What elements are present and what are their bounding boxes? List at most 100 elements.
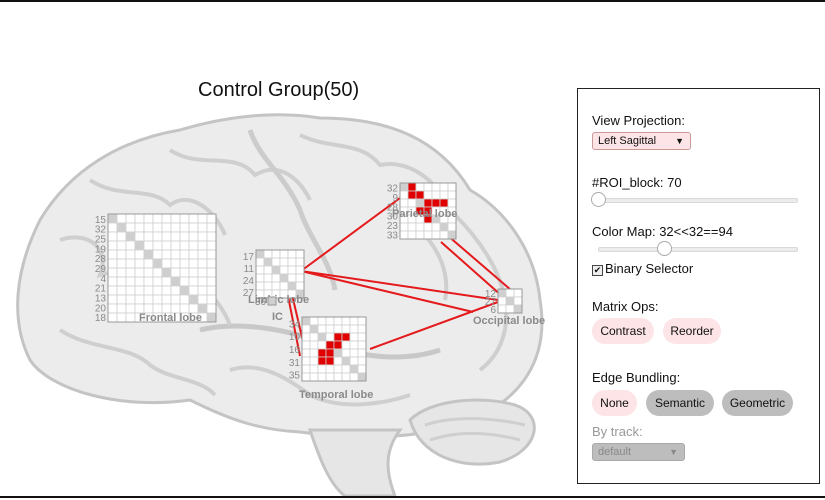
matrix-cell[interactable] — [197, 249, 208, 260]
matrix-cell[interactable] — [125, 222, 136, 233]
matrix-cell[interactable] — [279, 249, 289, 259]
matrix-cell[interactable] — [125, 258, 136, 269]
matrix-cell[interactable] — [431, 182, 441, 192]
matrix-cell[interactable] — [116, 285, 127, 296]
matrix-cell[interactable] — [399, 182, 409, 192]
matrix-cell[interactable] — [143, 267, 154, 278]
matrix-cell[interactable] — [179, 258, 190, 269]
matrix-cell[interactable] — [188, 285, 199, 296]
matrix-cell[interactable] — [513, 304, 523, 314]
matrix-cell[interactable] — [152, 231, 163, 242]
region-matrix[interactable]: 34 10 16 31 35 Temporal lobe — [289, 316, 374, 401]
matrix-cell[interactable] — [513, 296, 523, 306]
connection-edge[interactable] — [300, 270, 474, 313]
matrix-cell[interactable] — [505, 304, 515, 314]
matrix-cell[interactable] — [317, 340, 327, 350]
matrix-cell[interactable] — [407, 230, 417, 240]
matrix-cell[interactable] — [161, 240, 172, 251]
matrix-cell[interactable] — [399, 222, 409, 232]
matrix-cell[interactable] — [143, 231, 154, 242]
matrix-cell[interactable] — [325, 332, 335, 342]
matrix-cell[interactable] — [309, 372, 319, 382]
matrix-cell[interactable] — [116, 294, 127, 305]
matrix-cell[interactable] — [333, 364, 343, 374]
matrix-cell[interactable] — [116, 240, 127, 251]
matrix-cell[interactable] — [349, 372, 359, 382]
matrix-cell[interactable] — [317, 332, 327, 342]
matrix-cell[interactable] — [415, 190, 425, 200]
matrix-cell[interactable] — [134, 285, 145, 296]
matrix-cell[interactable] — [267, 296, 277, 306]
matrix-cell[interactable] — [415, 182, 425, 192]
matrix-cell[interactable] — [188, 222, 199, 233]
matrix-cell[interactable] — [263, 249, 273, 259]
matrix-cell[interactable] — [206, 285, 217, 296]
matrix-cell[interactable] — [287, 249, 297, 259]
matrix-cell[interactable] — [271, 257, 281, 267]
matrix-cell[interactable] — [134, 276, 145, 287]
matrix-cell[interactable] — [447, 190, 457, 200]
matrix-cell[interactable] — [116, 312, 127, 323]
matrix-cell[interactable] — [161, 267, 172, 278]
matrix-cell[interactable] — [255, 249, 265, 259]
matrix-cell[interactable] — [107, 294, 118, 305]
matrix-cell[interactable] — [357, 372, 367, 382]
matrix-cell[interactable] — [325, 316, 335, 326]
matrix-cell[interactable] — [399, 190, 409, 200]
matrix-cell[interactable] — [423, 182, 433, 192]
matrix-cell[interactable] — [107, 240, 118, 251]
matrix-cell[interactable] — [107, 249, 118, 260]
matrix-cell[interactable] — [179, 231, 190, 242]
matrix-cell[interactable] — [125, 285, 136, 296]
matrix-cell[interactable] — [152, 267, 163, 278]
matrix-cell[interactable] — [505, 288, 515, 298]
matrix-cell[interactable] — [255, 257, 265, 267]
matrix-cell[interactable] — [206, 222, 217, 233]
matrix-cell[interactable] — [279, 265, 289, 275]
matrix-cell[interactable] — [317, 372, 327, 382]
contrast-button[interactable]: Contrast — [592, 318, 654, 344]
matrix-cell[interactable] — [143, 276, 154, 287]
matrix-cell[interactable] — [407, 222, 417, 232]
matrix-cell[interactable] — [206, 258, 217, 269]
matrix-cell[interactable] — [333, 372, 343, 382]
bundling-none-button[interactable]: None — [592, 390, 637, 416]
matrix-cell[interactable] — [497, 288, 507, 298]
matrix-cell[interactable] — [143, 294, 154, 305]
matrix-cell[interactable] — [107, 276, 118, 287]
matrix-cell[interactable] — [439, 182, 449, 192]
matrix-cell[interactable] — [287, 281, 297, 291]
matrix-cell[interactable] — [179, 240, 190, 251]
matrix-cell[interactable] — [143, 249, 154, 260]
matrix-cell[interactable] — [341, 332, 351, 342]
matrix-cell[interactable] — [107, 312, 118, 323]
matrix-cell[interactable] — [143, 240, 154, 251]
matrix-cell[interactable] — [415, 198, 425, 208]
matrix-cell[interactable] — [333, 332, 343, 342]
matrix-cell[interactable] — [447, 230, 457, 240]
connection-edge[interactable] — [287, 295, 301, 357]
matrix-cell[interactable] — [116, 258, 127, 269]
connection-edge[interactable] — [446, 234, 512, 291]
matrix-cell[interactable] — [206, 249, 217, 260]
matrix-cell[interactable] — [317, 364, 327, 374]
checkmark-icon[interactable]: ✔ — [592, 265, 603, 276]
matrix-cell[interactable] — [295, 257, 305, 267]
matrix-cell[interactable] — [134, 249, 145, 260]
matrix-cell[interactable] — [170, 285, 181, 296]
matrix-cell[interactable] — [271, 265, 281, 275]
matrix-cell[interactable] — [271, 249, 281, 259]
matrix-cell[interactable] — [161, 249, 172, 260]
matrix-cell[interactable] — [341, 324, 351, 334]
matrix-cell[interactable] — [415, 230, 425, 240]
matrix-cell[interactable] — [206, 276, 217, 287]
matrix-cell[interactable] — [197, 231, 208, 242]
matrix-cell[interactable] — [188, 258, 199, 269]
matrix-cell[interactable] — [431, 198, 441, 208]
matrix-cell[interactable] — [107, 231, 118, 242]
matrix-cell[interactable] — [325, 372, 335, 382]
matrix-cell[interactable] — [152, 294, 163, 305]
matrix-cell[interactable] — [287, 257, 297, 267]
matrix-cell[interactable] — [170, 249, 181, 260]
